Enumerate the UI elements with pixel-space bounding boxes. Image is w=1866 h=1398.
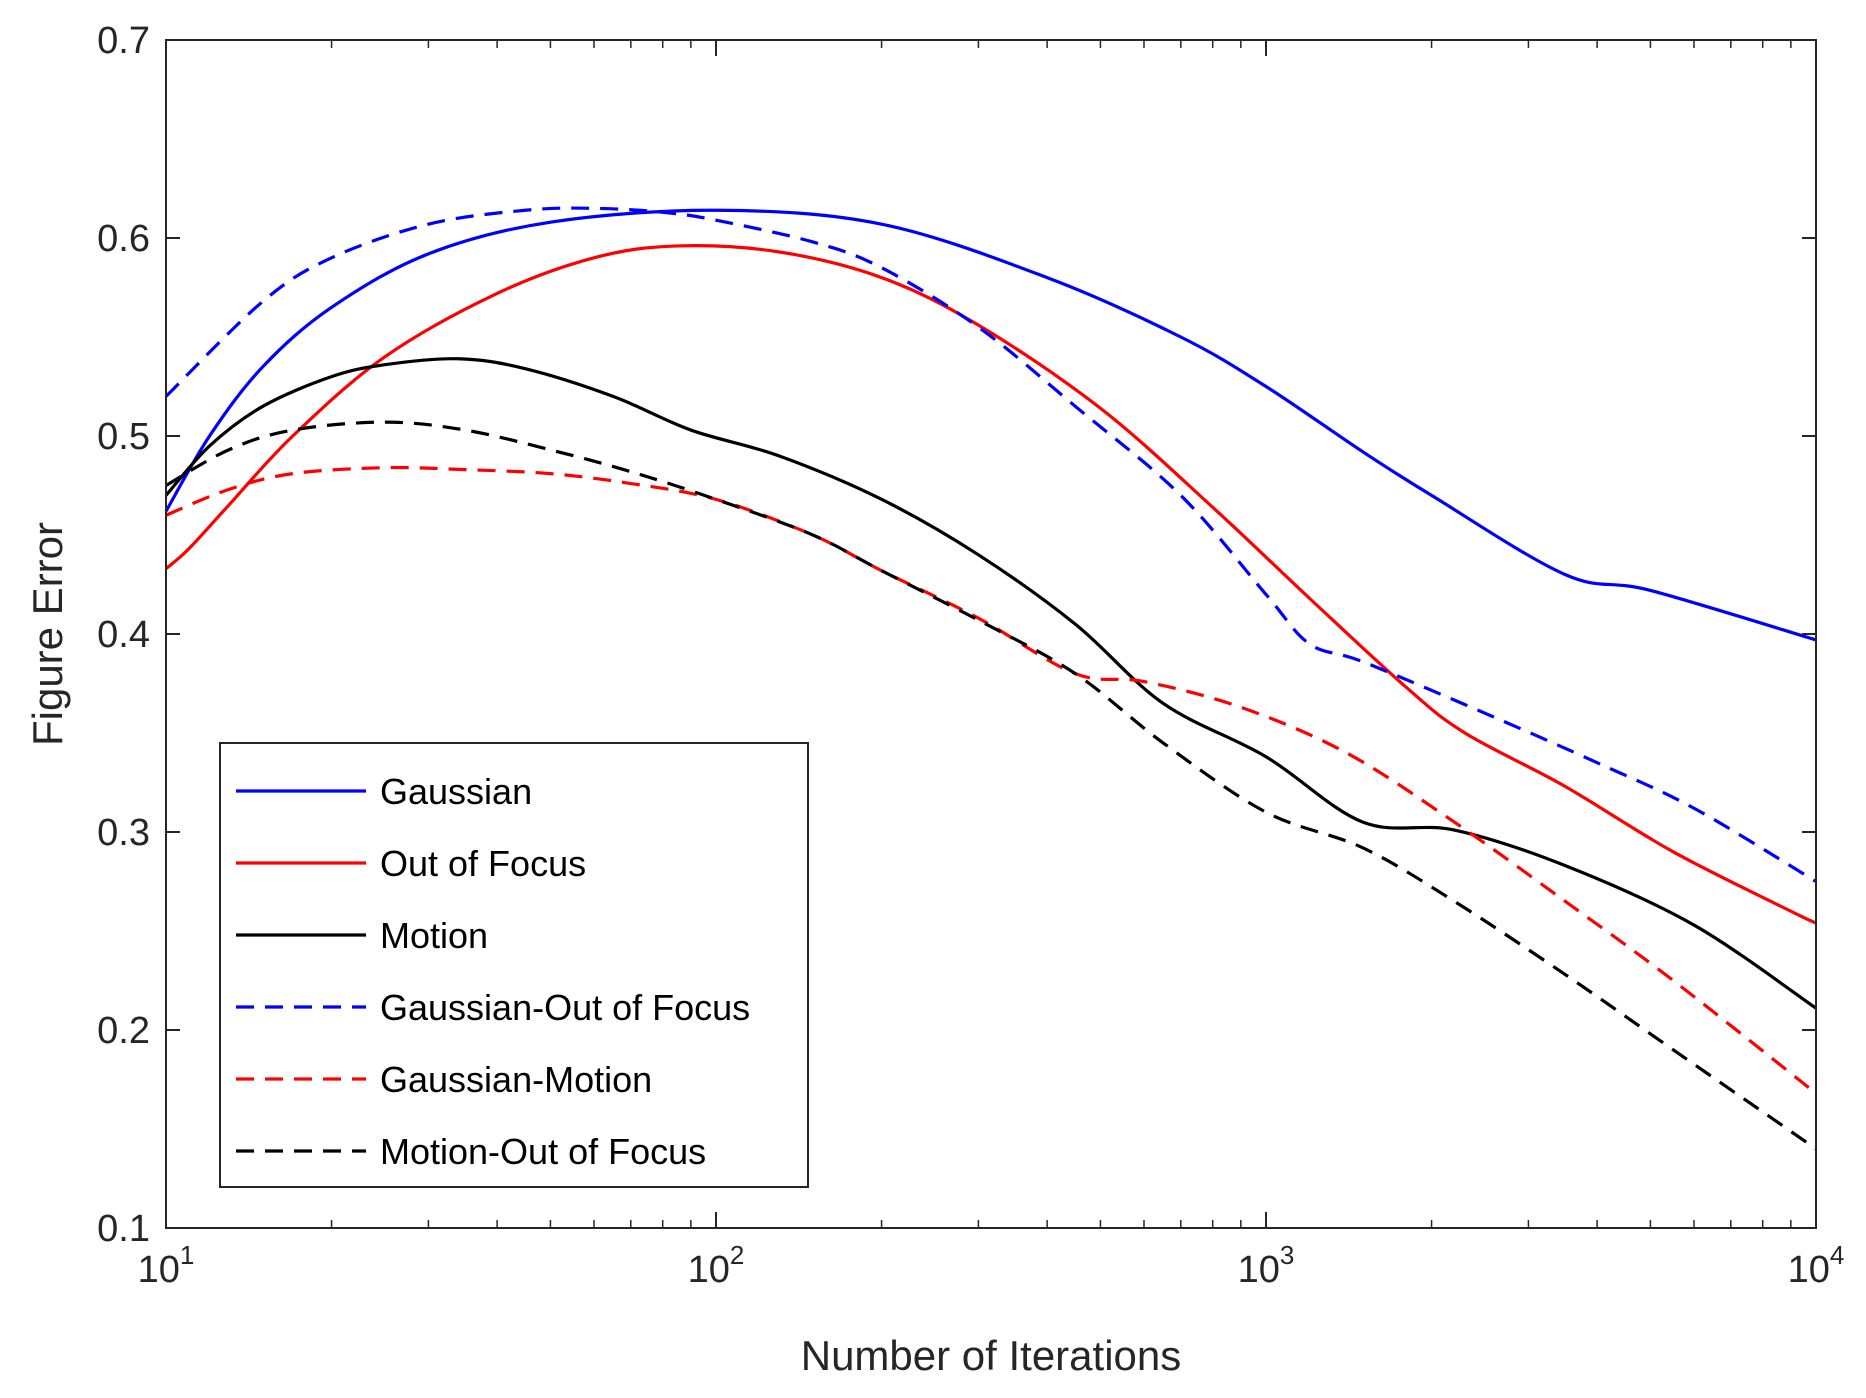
x-axis-title: Number of Iterations [801,1332,1182,1379]
legend-label-gaussian: Gaussian [380,771,532,812]
legend-label-out-of-focus: Out of Focus [380,843,586,884]
y-tick-label: 0.4 [97,614,150,656]
legend-label-gaussian-motion: Gaussian-Motion [380,1059,652,1100]
y-tick-label: 0.5 [97,416,150,458]
series-layer [164,206,1817,1151]
legend-label-motion-out-of-focus: Motion-Out of Focus [380,1131,706,1172]
y-tick-label: 0.3 [97,812,150,854]
ticks-layer: 0.1 0.2 0.3 0.4 0.5 0.6 0.7 101 102 103 104 [97,20,1844,1291]
legend-box [219,742,809,1188]
series-line-gaussian-motion [165,465,1817,1095]
x-tick-label: 103 [1238,1240,1295,1291]
legend-label-motion: Motion [380,915,488,956]
x-tick-label: 104 [1788,1240,1845,1291]
y-tick-label: 0.2 [97,1010,150,1052]
series-line-gaussian-out-of-focus [164,206,1817,883]
y-tick-label: 0.1 [97,1208,150,1250]
y-tick-label: 0.6 [97,218,150,260]
series-line-gaussian [164,208,1817,642]
y-axis-title: Figure Error [24,522,71,746]
legend-label-gaussian-out-of-focus: Gaussian-Out of Focus [380,987,750,1028]
x-tick-label: 102 [688,1240,745,1291]
y-tick-label: 0.7 [97,20,150,62]
x-tick-label: 101 [138,1240,195,1291]
legend: Gaussian Out of Focus Motion Gaussian-Out o… [219,742,809,1188]
